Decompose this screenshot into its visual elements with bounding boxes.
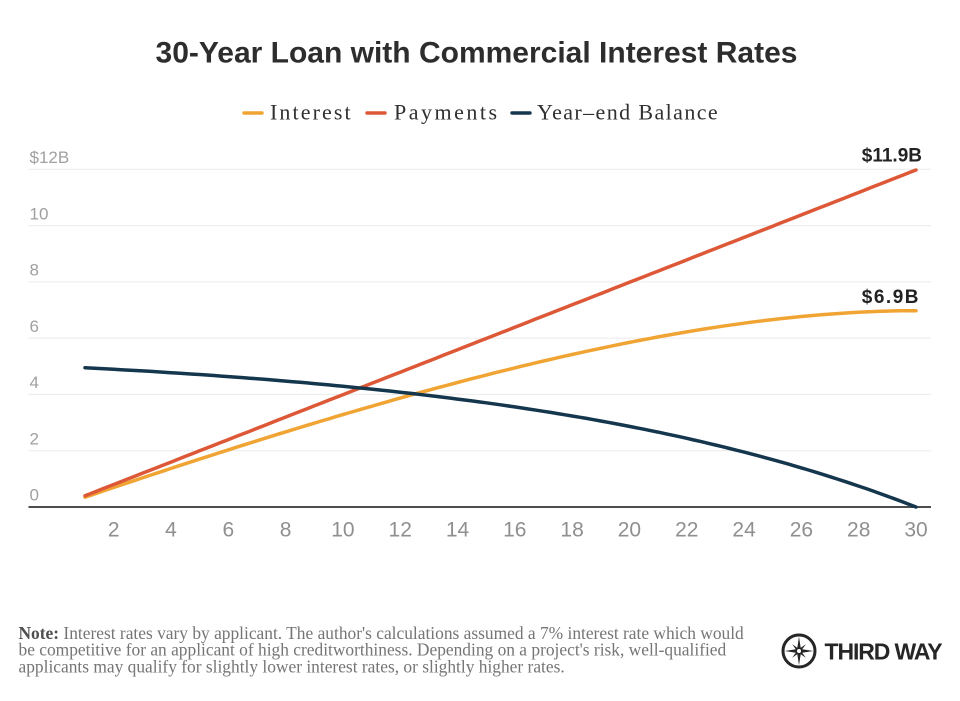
svg-text:20: 20	[618, 519, 641, 542]
svg-text:2: 2	[30, 429, 39, 448]
svg-text:28: 28	[847, 519, 870, 542]
svg-text:Year–end Balance: Year–end Balance	[537, 99, 719, 124]
svg-text:6: 6	[30, 317, 39, 336]
svg-text:THIRD WAY: THIRD WAY	[825, 639, 943, 665]
svg-text:Payments: Payments	[394, 99, 500, 124]
svg-text:24: 24	[732, 519, 756, 542]
svg-text:16: 16	[503, 519, 526, 542]
svg-text:30-Year Loan with Commercial I: 30-Year Loan with Commercial Interest Ra…	[156, 37, 798, 70]
svg-text:8: 8	[30, 261, 39, 280]
svg-text:4: 4	[165, 519, 177, 542]
svg-text:2: 2	[108, 519, 120, 542]
svg-text:10: 10	[30, 204, 49, 223]
svg-text:0: 0	[30, 486, 39, 505]
svg-text:$12B: $12B	[30, 148, 70, 167]
svg-text:12: 12	[389, 519, 412, 542]
svg-text:14: 14	[446, 519, 470, 542]
svg-text:6: 6	[222, 519, 234, 542]
svg-text:8: 8	[280, 519, 292, 542]
svg-text:Interest: Interest	[270, 99, 353, 124]
svg-text:$11.9B: $11.9B	[862, 146, 922, 167]
svg-text:22: 22	[675, 519, 698, 542]
svg-text:Note: Interest rates vary by a: Note: Interest rates vary by applicant. …	[19, 623, 745, 643]
svg-text:18: 18	[560, 519, 583, 542]
svg-text:30: 30	[904, 519, 927, 542]
svg-text:$6.9B: $6.9B	[862, 287, 920, 308]
svg-text:applicants may qualify for sli: applicants may qualify for slightly lowe…	[19, 656, 565, 676]
svg-text:10: 10	[331, 519, 354, 542]
svg-text:4: 4	[30, 373, 39, 392]
svg-text:26: 26	[790, 519, 813, 542]
svg-text:be competitive for an applican: be competitive for an applicant of high …	[19, 640, 727, 660]
